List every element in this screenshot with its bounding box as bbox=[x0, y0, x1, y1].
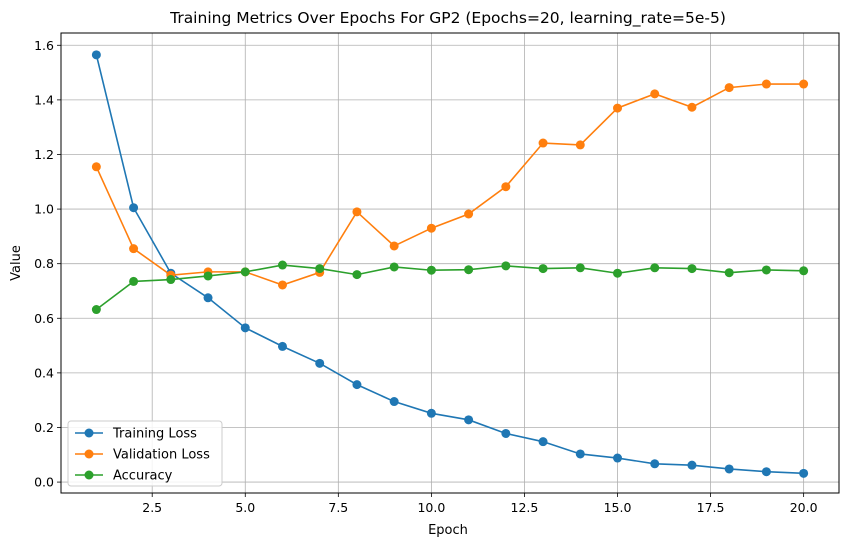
x-tick-label: 15.0 bbox=[604, 500, 632, 515]
data-point-validation-loss bbox=[389, 241, 399, 251]
data-point-training-loss bbox=[203, 293, 213, 303]
y-tick-label: 0.6 bbox=[34, 311, 54, 326]
y-tick-label: 0.2 bbox=[34, 420, 54, 435]
data-point-training-loss bbox=[501, 428, 511, 438]
data-point-accuracy bbox=[501, 261, 511, 271]
y-tick-label: 0.0 bbox=[34, 475, 54, 490]
data-point-validation-loss bbox=[352, 207, 362, 217]
data-point-validation-loss bbox=[575, 140, 585, 150]
data-point-training-loss bbox=[240, 323, 250, 333]
x-tick-label: 7.5 bbox=[328, 500, 348, 515]
data-point-validation-loss bbox=[464, 209, 474, 219]
data-point-accuracy bbox=[575, 263, 585, 273]
data-point-training-loss bbox=[315, 358, 325, 368]
series-validation-loss bbox=[91, 79, 809, 290]
x-axis: 2.5 5.0 7.5 10.0 12.5 15.0 17.5 20.0 bbox=[142, 493, 818, 515]
data-point-training-loss bbox=[613, 453, 623, 463]
data-point-accuracy bbox=[538, 264, 548, 274]
legend-marker bbox=[84, 428, 94, 438]
data-point-validation-loss bbox=[91, 162, 101, 172]
legend-item-training-loss: Training Loss bbox=[75, 427, 197, 442]
data-point-accuracy bbox=[650, 263, 660, 273]
y-tick-label: 1.0 bbox=[34, 202, 54, 217]
data-point-validation-loss bbox=[277, 280, 287, 290]
x-tick-label: 5.0 bbox=[235, 500, 255, 515]
data-point-accuracy bbox=[129, 276, 139, 286]
data-point-accuracy bbox=[687, 264, 697, 274]
data-point-validation-loss bbox=[687, 102, 697, 112]
data-point-validation-loss bbox=[724, 83, 734, 93]
data-point-training-loss bbox=[761, 467, 771, 477]
y-axis-title: Value bbox=[9, 245, 24, 281]
data-point-accuracy bbox=[352, 270, 362, 280]
data-point-training-loss bbox=[687, 460, 697, 470]
series-line-training-loss bbox=[95, 54, 804, 475]
x-tick-label: 2.5 bbox=[142, 500, 162, 515]
data-point-training-loss bbox=[724, 464, 734, 474]
series-layer bbox=[91, 50, 809, 478]
data-point-training-loss bbox=[575, 449, 585, 459]
data-point-validation-loss bbox=[426, 223, 436, 233]
data-point-training-loss bbox=[650, 459, 660, 469]
legend-item-accuracy: Accuracy bbox=[75, 469, 173, 484]
y-tick-label: 0.4 bbox=[34, 365, 54, 380]
y-tick-label: 1.6 bbox=[34, 38, 54, 53]
series-training-loss bbox=[91, 50, 809, 478]
legend-marker bbox=[84, 449, 94, 459]
y-tick-label: 1.4 bbox=[34, 92, 54, 107]
data-point-accuracy bbox=[389, 262, 399, 272]
plot-frame bbox=[60, 32, 840, 494]
data-point-accuracy bbox=[203, 271, 213, 281]
data-point-validation-loss bbox=[613, 103, 623, 113]
data-point-validation-loss bbox=[538, 138, 548, 148]
data-point-training-loss bbox=[538, 437, 548, 447]
y-axis: 0.0 0.2 0.4 0.6 0.8 1.0 1.2 1.4 1.6 bbox=[34, 38, 61, 490]
data-point-validation-loss bbox=[501, 182, 511, 192]
x-tick-label: 10.0 bbox=[417, 500, 445, 515]
data-point-accuracy bbox=[761, 265, 771, 275]
data-point-accuracy bbox=[91, 305, 101, 315]
data-point-training-loss bbox=[464, 415, 474, 425]
series-accuracy bbox=[91, 260, 809, 315]
data-point-training-loss bbox=[799, 468, 809, 478]
data-point-validation-loss bbox=[799, 79, 809, 89]
series-line-accuracy bbox=[95, 264, 804, 311]
series-line-validation-loss bbox=[95, 83, 804, 286]
legend-label: Validation Loss bbox=[113, 448, 210, 463]
chart-title: Training Metrics Over Epochs For GP2 (Ep… bbox=[169, 9, 726, 28]
data-point-training-loss bbox=[389, 397, 399, 407]
data-point-accuracy bbox=[166, 275, 176, 285]
data-point-validation-loss bbox=[129, 244, 139, 254]
x-tick-label: 12.5 bbox=[511, 500, 539, 515]
data-point-accuracy bbox=[464, 265, 474, 275]
x-axis-title: Epoch bbox=[428, 523, 468, 538]
data-point-accuracy bbox=[240, 267, 250, 277]
legend-item-validation-loss: Validation Loss bbox=[75, 448, 210, 463]
data-point-training-loss bbox=[426, 408, 436, 418]
data-point-accuracy bbox=[315, 264, 325, 274]
data-point-validation-loss bbox=[650, 89, 660, 99]
y-tick-label: 0.8 bbox=[34, 256, 54, 271]
data-point-training-loss bbox=[352, 380, 362, 390]
data-point-accuracy bbox=[426, 265, 436, 275]
data-point-training-loss bbox=[91, 50, 101, 60]
legend: Training Loss Validation Loss Accuracy bbox=[67, 420, 223, 487]
data-point-accuracy bbox=[277, 260, 287, 270]
data-point-accuracy bbox=[799, 266, 809, 276]
legend-label: Accuracy bbox=[113, 469, 173, 484]
legend-marker bbox=[84, 470, 94, 480]
x-tick-label: 20.0 bbox=[790, 500, 818, 515]
data-point-training-loss bbox=[277, 341, 287, 351]
data-point-training-loss bbox=[129, 203, 139, 213]
data-point-accuracy bbox=[724, 268, 734, 278]
y-tick-label: 1.2 bbox=[34, 147, 54, 162]
x-tick-label: 17.5 bbox=[697, 500, 725, 515]
data-point-validation-loss bbox=[761, 79, 771, 89]
legend-label: Training Loss bbox=[112, 427, 197, 442]
legend-box bbox=[67, 420, 223, 487]
data-point-accuracy bbox=[613, 268, 623, 278]
